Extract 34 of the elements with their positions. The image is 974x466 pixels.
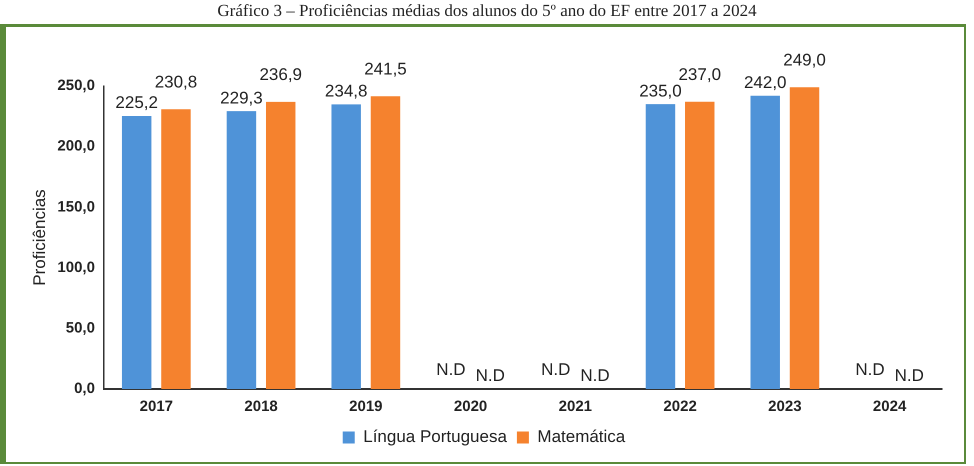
y-tick-label: 100,0 bbox=[57, 258, 95, 276]
data-label: 235,0 bbox=[639, 81, 682, 100]
x-tick-label: 2020 bbox=[454, 398, 488, 416]
x-tick-label: 2017 bbox=[140, 398, 174, 416]
text: N.D bbox=[436, 360, 466, 380]
text: N.D bbox=[541, 360, 570, 380]
text: N.D bbox=[476, 366, 505, 386]
data-label: 242,0 bbox=[744, 72, 786, 92]
x-tick-label: 2022 bbox=[663, 398, 697, 416]
y-tick-label: 0,0 bbox=[74, 380, 95, 398]
data-label: 236,9 bbox=[259, 65, 302, 84]
text: N.D bbox=[855, 360, 885, 380]
data-label: 241,5 bbox=[364, 59, 407, 78]
legend-label: Matemática bbox=[537, 427, 626, 446]
data-label: 230,8 bbox=[154, 72, 198, 92]
y-tick-label: 250,0 bbox=[57, 77, 95, 94]
text: N.D bbox=[580, 366, 610, 386]
x-tick-label: 2023 bbox=[768, 398, 802, 416]
x-tick-label: 2018 bbox=[244, 398, 278, 416]
y-tick-label: 200,0 bbox=[57, 138, 95, 155]
data-label: 237,0 bbox=[678, 64, 722, 84]
x-tick-label: 2024 bbox=[872, 398, 907, 416]
chart-title: Gráfico 3 – Proficiências médias dos alunos do 5º ano do EF entre 2017 a 2024 bbox=[216, 0, 758, 22]
data-label: 229,3 bbox=[220, 88, 263, 108]
data-label: 234,8 bbox=[324, 82, 368, 101]
data-label: 225,2 bbox=[115, 93, 158, 112]
y-axis-title: Proficiências bbox=[30, 189, 49, 286]
text: N.D bbox=[894, 366, 924, 386]
legend-label: Língua Portuguesa bbox=[363, 427, 508, 446]
x-tick-label: 2021 bbox=[558, 398, 592, 416]
data-label: 249,0 bbox=[783, 50, 826, 70]
y-tick-label: 150,0 bbox=[57, 198, 95, 216]
y-tick-label: 50,0 bbox=[66, 320, 95, 337]
x-tick-label: 2019 bbox=[349, 398, 383, 416]
